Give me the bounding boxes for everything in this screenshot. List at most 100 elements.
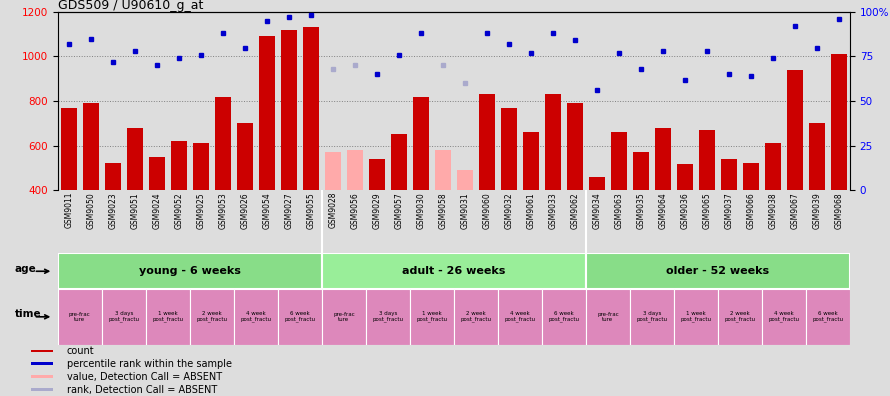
Bar — [567, 103, 583, 279]
Text: rank, Detection Call = ABSENT: rank, Detection Call = ABSENT — [67, 385, 217, 394]
Text: GDS509 / U90610_g_at: GDS509 / U90610_g_at — [58, 0, 203, 12]
Bar — [31, 350, 53, 352]
Text: 4 week
post_fractu: 4 week post_fractu — [240, 311, 271, 322]
Bar — [479, 94, 495, 279]
Bar — [410, 289, 454, 345]
Bar — [322, 253, 586, 289]
Text: GSM9066: GSM9066 — [747, 192, 756, 229]
Bar — [721, 159, 737, 279]
Bar — [83, 103, 99, 279]
Bar — [190, 289, 234, 345]
Text: GSM9025: GSM9025 — [197, 192, 206, 228]
Bar — [435, 150, 450, 279]
Bar — [146, 289, 190, 345]
Bar — [413, 97, 429, 279]
Text: GSM9067: GSM9067 — [790, 192, 799, 229]
Text: GSM9030: GSM9030 — [417, 192, 425, 229]
Text: GSM9029: GSM9029 — [372, 192, 382, 228]
Bar — [193, 143, 208, 279]
Text: GSM9035: GSM9035 — [636, 192, 645, 229]
Text: GSM9065: GSM9065 — [702, 192, 711, 229]
Text: young - 6 weeks: young - 6 weeks — [139, 266, 241, 276]
Bar — [630, 289, 674, 345]
Text: GSM9023: GSM9023 — [109, 192, 117, 228]
Bar — [457, 170, 473, 279]
Bar — [303, 27, 319, 279]
Text: pre-frac
ture: pre-frac ture — [597, 312, 619, 322]
Text: GSM9063: GSM9063 — [614, 192, 623, 229]
Text: time: time — [14, 309, 41, 319]
Text: 1 week
post_fractu: 1 week post_fractu — [417, 311, 448, 322]
Text: GSM9061: GSM9061 — [526, 192, 536, 228]
Bar — [259, 36, 275, 279]
Text: 6 week
post_fractu: 6 week post_fractu — [285, 311, 315, 322]
Bar — [523, 132, 538, 279]
Text: GSM9011: GSM9011 — [64, 192, 73, 228]
Text: GSM9051: GSM9051 — [130, 192, 140, 228]
Text: 6 week
post_fractu: 6 week post_fractu — [548, 311, 579, 322]
Text: 3 days
post_fractu: 3 days post_fractu — [109, 311, 140, 322]
Text: GSM9038: GSM9038 — [768, 192, 778, 228]
Text: GSM9026: GSM9026 — [240, 192, 249, 228]
Text: 3 days
post_fractu: 3 days post_fractu — [372, 311, 403, 322]
Bar — [127, 128, 142, 279]
Bar — [633, 152, 649, 279]
Bar — [611, 132, 627, 279]
Text: GSM9034: GSM9034 — [593, 192, 602, 229]
Bar — [369, 159, 384, 279]
Bar — [700, 130, 715, 279]
Text: GSM9028: GSM9028 — [328, 192, 337, 228]
Text: GSM9055: GSM9055 — [306, 192, 315, 229]
Bar — [677, 164, 692, 279]
Text: GSM9024: GSM9024 — [152, 192, 161, 228]
Bar — [809, 123, 825, 279]
Bar — [58, 289, 101, 345]
Bar — [454, 289, 498, 345]
Text: GSM9031: GSM9031 — [460, 192, 469, 228]
Text: GSM9068: GSM9068 — [835, 192, 844, 228]
Text: GSM9039: GSM9039 — [813, 192, 821, 229]
Text: 2 week
post_fractu: 2 week post_fractu — [197, 311, 227, 322]
Bar — [31, 375, 53, 378]
Text: GSM9037: GSM9037 — [724, 192, 733, 229]
Bar — [788, 70, 803, 279]
Bar — [237, 123, 253, 279]
Bar — [546, 94, 561, 279]
Text: GSM9033: GSM9033 — [548, 192, 557, 229]
Text: 4 week
post_fractu: 4 week post_fractu — [768, 311, 799, 322]
Bar — [589, 177, 604, 279]
Text: GSM9050: GSM9050 — [86, 192, 95, 229]
Text: GSM9057: GSM9057 — [394, 192, 403, 229]
Text: 2 week
post_fractu: 2 week post_fractu — [724, 311, 756, 322]
Bar — [171, 141, 187, 279]
Bar — [718, 289, 762, 345]
Bar — [586, 253, 850, 289]
Bar — [215, 97, 231, 279]
Text: 1 week
post_fractu: 1 week post_fractu — [152, 311, 183, 322]
Text: 4 week
post_fractu: 4 week post_fractu — [505, 311, 536, 322]
Text: GSM9027: GSM9027 — [285, 192, 294, 228]
Text: adult - 26 weeks: adult - 26 weeks — [402, 266, 506, 276]
Text: GSM9052: GSM9052 — [174, 192, 183, 228]
Bar — [325, 152, 341, 279]
Bar — [31, 388, 53, 391]
Text: pre-frac
ture: pre-frac ture — [333, 312, 355, 322]
Bar — [831, 54, 846, 279]
Bar — [58, 253, 322, 289]
Bar — [278, 289, 322, 345]
Bar — [806, 289, 850, 345]
Text: 6 week
post_fractu: 6 week post_fractu — [813, 311, 844, 322]
Text: age: age — [14, 265, 36, 274]
Text: GSM9036: GSM9036 — [681, 192, 690, 229]
Bar — [61, 108, 77, 279]
Text: GSM9032: GSM9032 — [505, 192, 514, 228]
Text: GSM9054: GSM9054 — [263, 192, 271, 229]
Bar — [655, 128, 671, 279]
Bar — [501, 108, 516, 279]
Text: 3 days
post_fractu: 3 days post_fractu — [636, 311, 668, 322]
Bar — [743, 163, 758, 279]
Bar — [347, 150, 362, 279]
Text: 2 week
post_fractu: 2 week post_fractu — [460, 311, 491, 322]
Text: value, Detection Call = ABSENT: value, Detection Call = ABSENT — [67, 372, 222, 382]
Bar — [281, 30, 296, 279]
